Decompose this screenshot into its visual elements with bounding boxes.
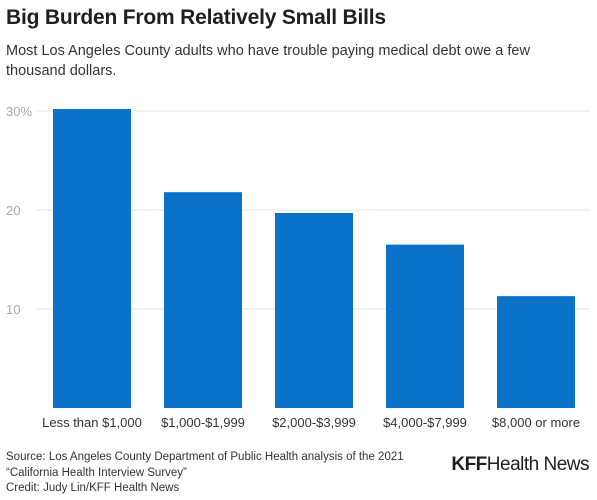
kff-health-news-logo: KFFHealth News [451,454,589,475]
x-tick-label: $4,000-$7,999 [383,415,467,430]
x-tick-label: $2,000-$3,999 [272,415,356,430]
y-axis-ticks: 10 20 30% [6,104,32,317]
bar [386,244,464,408]
chart-title: Big Burden From Relatively Small Bills [6,6,386,29]
credit-note: Credit: Judy Lin/KFF Health News [6,482,180,494]
bar [497,296,575,408]
x-tick-label: $1,000-$1,999 [161,415,245,430]
y-tick-label: 30% [6,104,32,119]
bar-chart: 10 20 30% Less than $1,000 $1,000-$1,999 $2,… [6,104,590,430]
y-tick-label: 10 [6,302,20,317]
bars [53,109,575,409]
x-tick-label: Less than $1,000 [42,415,142,430]
source-note: Source: Los Angeles County Department of… [6,451,404,479]
x-tick-label: $8,000 or more [492,415,580,430]
bar [164,192,242,408]
x-axis-labels: Less than $1,000 $1,000-$1,999 $2,000-$3,9… [42,415,580,430]
bar [275,212,353,408]
y-tick-label: 20 [6,203,20,218]
bar [53,109,131,409]
chart-subtitle: Most Los Angeles County adults who have … [6,43,530,79]
footer: Source: Los Angeles County Department of… [6,450,441,497]
